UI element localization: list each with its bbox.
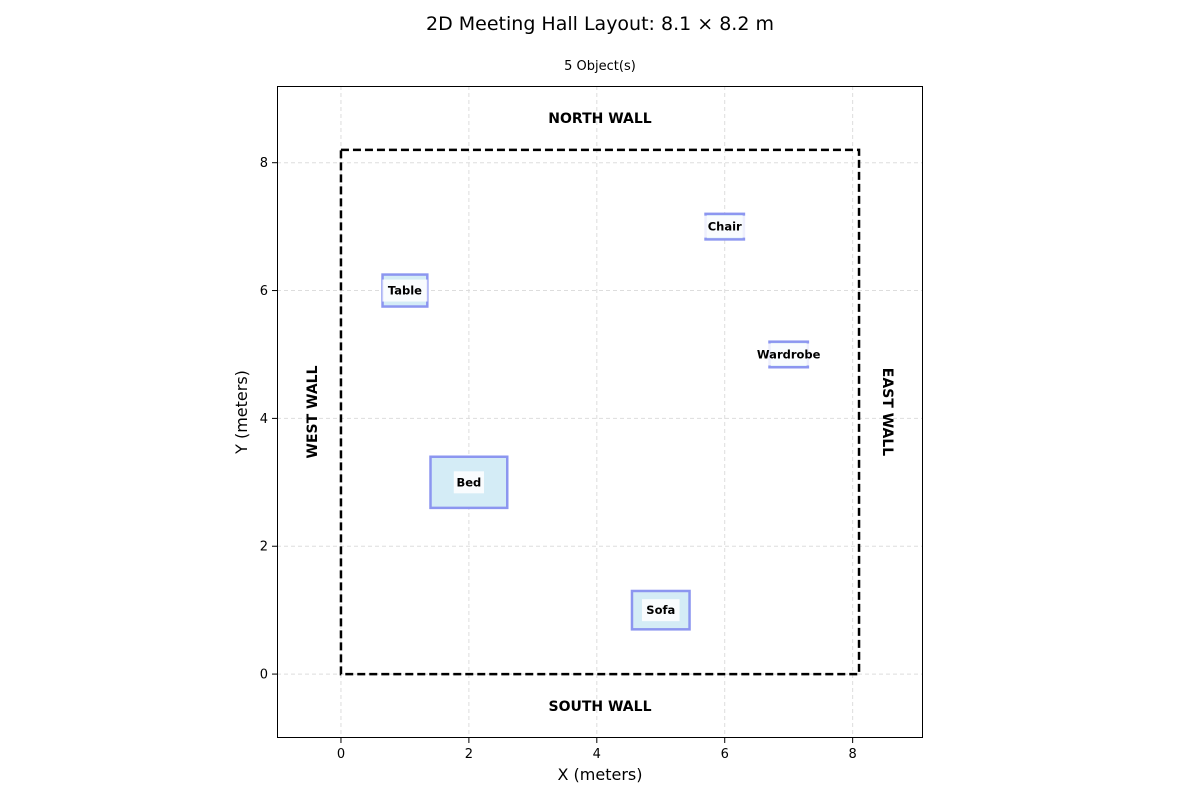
west-wall-label: WEST WALL (305, 365, 321, 458)
y-tick-label: 8 (260, 156, 268, 171)
south-wall-label: SOUTH WALL (549, 699, 652, 715)
wall-labels: NORTH WALL SOUTH WALL WEST WALL EAST WALL (305, 111, 895, 715)
object-chair: Chair (702, 212, 748, 241)
y-tick-label: 6 (260, 284, 268, 299)
east-wall-label: EAST WALL (879, 368, 895, 456)
y-axis-ticks: 0 2 4 6 8 (260, 156, 277, 683)
x-tick-label: 0 (337, 747, 345, 762)
object-label: Bed (456, 475, 481, 489)
x-tick-label: 4 (593, 747, 601, 762)
object-wardrobe: Wardrobe (755, 340, 823, 369)
x-axis-label: X (meters) (558, 765, 643, 784)
room-outline-layer (339, 148, 861, 676)
x-tick-label: 6 (721, 747, 729, 762)
object-label: Table (388, 284, 422, 298)
object-bed: Bed (429, 455, 509, 510)
y-axis-label: Y (meters) (232, 370, 251, 455)
y-tick-label: 2 (260, 540, 268, 555)
object-label-bg (702, 215, 748, 238)
x-tick-label: 8 (849, 747, 857, 762)
object-label-bg (382, 279, 428, 302)
plot-background (277, 86, 923, 738)
plot-area: Table Chair Wardrobe Bed Sofa NORTH WALL SOUT… (260, 86, 923, 762)
object-label-bg (755, 343, 823, 366)
object-label-bg (641, 599, 680, 622)
y-tick-label: 0 (260, 668, 268, 683)
object-table: Table (381, 273, 429, 308)
object-label: Sofa (646, 603, 675, 617)
figure-title: 2D Meeting Hall Layout: 8.1 × 8.2 m (426, 13, 774, 35)
object-sofa: Sofa (630, 589, 691, 631)
x-tick-label: 2 (465, 747, 473, 762)
room-outline (339, 148, 861, 676)
y-tick-label: 4 (260, 412, 268, 427)
object-label: Chair (708, 220, 742, 234)
object-label-bg (453, 471, 484, 494)
x-axis-ticks: 0 2 4 6 8 (337, 738, 857, 762)
plot-frame (277, 86, 923, 738)
north-wall-label: NORTH WALL (548, 111, 651, 127)
object-label: Wardrobe (757, 347, 821, 361)
figure-subtitle: 5 Object(s) (564, 59, 636, 74)
objects-layer: Table Chair Wardrobe Bed Sofa (381, 212, 823, 631)
